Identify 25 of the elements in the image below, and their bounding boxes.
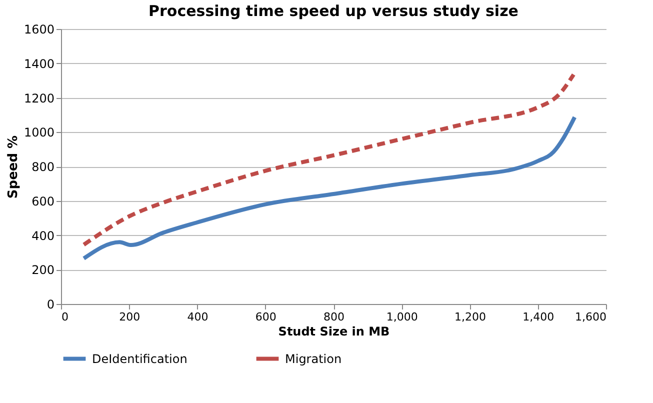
x-tick-label: 1,200 [454, 310, 486, 324]
y-tick-label: 600 [32, 194, 54, 208]
x-tick-label: 1,400 [522, 310, 554, 324]
x-tick-label: 1,600 [575, 310, 606, 324]
y-tick-label: 1600 [24, 22, 54, 36]
x-tick-label: 600 [255, 310, 276, 324]
legend-label: DeIdentification [92, 352, 188, 366]
y-axis-title: Speed % [6, 135, 21, 199]
y-tick-label: 400 [32, 228, 54, 243]
y-tick-label: 1000 [24, 126, 54, 140]
chart-title: Processing time speed up versus study size [148, 2, 518, 20]
y-tick-label: 1400 [24, 56, 54, 71]
y-tick-label: 0 [46, 298, 54, 312]
y-tick-label: 1200 [24, 91, 54, 106]
x-tick-label: 200 [119, 310, 140, 324]
y-tick-label: 200 [32, 263, 54, 278]
x-tick-label: 400 [187, 310, 208, 324]
x-tick-label: 0 [62, 310, 68, 324]
line-series [82, 115, 577, 260]
x-tick-label: 1,000 [386, 310, 418, 324]
legend-label: Migration [285, 352, 342, 366]
x-tick-label: 800 [324, 310, 344, 324]
y-tick-label: 800 [32, 160, 54, 174]
line-series [82, 72, 576, 247]
x-axis-title: Studt Size in MB [278, 324, 390, 338]
